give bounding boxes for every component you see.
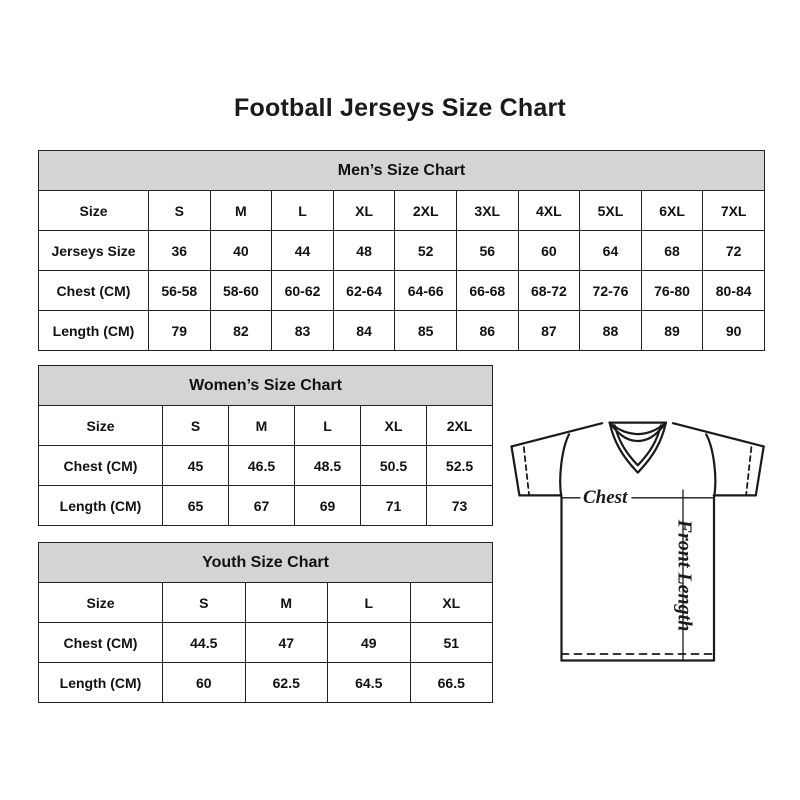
svg-text:Chest: Chest bbox=[583, 487, 628, 508]
svg-text:Front Length: Front Length bbox=[673, 519, 695, 632]
